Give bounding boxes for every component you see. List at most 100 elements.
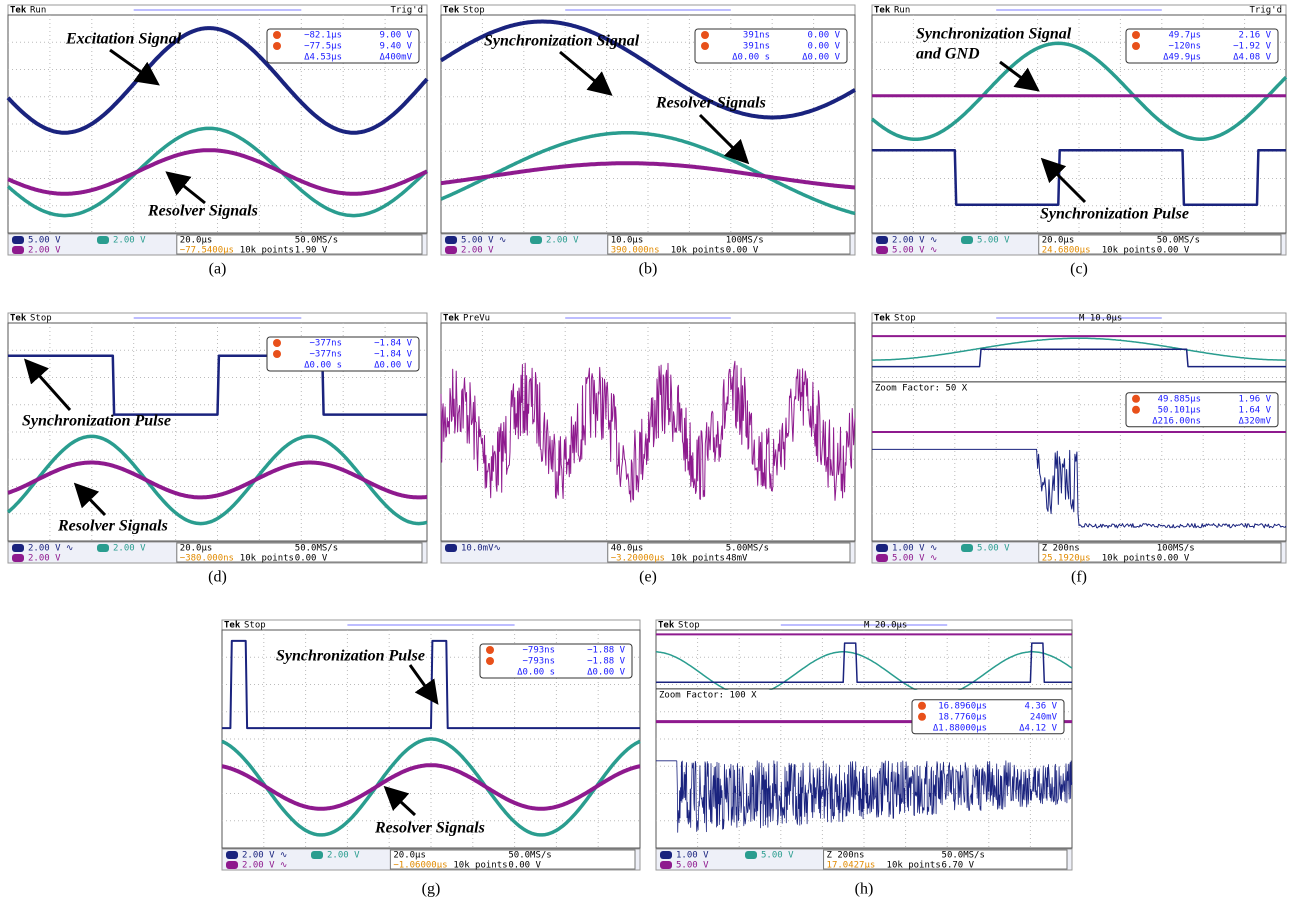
trigger-state: Trig'd bbox=[1249, 6, 1282, 16]
readout-value: Δ320mV bbox=[1238, 416, 1271, 426]
channel-badge bbox=[876, 554, 888, 562]
time-setting: 390.000ns bbox=[611, 246, 660, 256]
main-timebase: M 20.0μs bbox=[864, 621, 907, 631]
readout-value: −377ns bbox=[309, 339, 342, 349]
scope-panel: TekStop−377ns−1.84 V−377ns−1.84 VΔ0.00 s… bbox=[8, 313, 427, 586]
channel-scale: 2.00 V ∿ bbox=[242, 851, 287, 861]
time-setting: 0.00 V bbox=[1157, 554, 1190, 564]
readout-value: 49.7μs bbox=[1168, 31, 1201, 41]
readout-value: 4.36 V bbox=[1024, 701, 1057, 711]
readout-value: Δ0.00 V bbox=[587, 668, 626, 678]
readout-value: Δ4.12 V bbox=[1019, 723, 1058, 733]
caption: (h) bbox=[855, 881, 874, 898]
channel-scale: 2.00 V ∿ bbox=[892, 236, 937, 246]
channel-scale: 10.0mV∿ bbox=[461, 544, 501, 554]
time-setting: 24.6800μs bbox=[1042, 246, 1091, 256]
readout-value: 2.16 V bbox=[1238, 31, 1271, 41]
scope-panel: TekStopM 20.0μsZoom Factor: 100 X16.8960… bbox=[656, 620, 1072, 898]
time-setting: −1.06000μs bbox=[393, 861, 447, 871]
channel-badge bbox=[961, 236, 973, 244]
readout-value: 391ns bbox=[743, 42, 770, 52]
channel-badge bbox=[445, 246, 457, 254]
annotation: and GND bbox=[916, 46, 980, 63]
channel-scale: 5.00 V ∿ bbox=[892, 554, 937, 564]
time-setting: 50.0MS/s bbox=[295, 544, 338, 554]
caption: (b) bbox=[639, 261, 658, 278]
time-setting: 10k points bbox=[671, 554, 725, 564]
readout-value: 1.96 V bbox=[1238, 394, 1271, 404]
readout-value: −82.1μs bbox=[304, 31, 342, 41]
time-setting: 10k points bbox=[887, 861, 941, 871]
channel-badge bbox=[660, 851, 672, 859]
annotation: Synchronization Signal bbox=[484, 33, 640, 50]
readout-value: 391ns bbox=[743, 31, 770, 41]
time-setting: 100MS/s bbox=[1157, 544, 1195, 554]
readout-value: 16.8960μs bbox=[938, 701, 987, 711]
readout-value: 50.101μs bbox=[1158, 405, 1201, 415]
readout-value: Δ216.00ns bbox=[1152, 416, 1201, 426]
readout-value: Δ0.00 s bbox=[517, 668, 555, 678]
channel-scale: 1.00 V bbox=[676, 851, 709, 861]
time-setting: 20.0μs bbox=[1042, 236, 1075, 246]
cursor-icon bbox=[1132, 42, 1140, 50]
brand: Tek bbox=[874, 6, 891, 16]
time-setting: 10k points bbox=[453, 861, 507, 871]
status: PreVu bbox=[463, 314, 490, 324]
readout-value: −1.88 V bbox=[587, 646, 626, 656]
channel-badge bbox=[12, 544, 24, 552]
readout-value: 9.00 V bbox=[379, 31, 412, 41]
channel-badge bbox=[226, 851, 238, 859]
brand: Tek bbox=[658, 621, 675, 631]
time-setting: 10k points bbox=[1102, 246, 1156, 256]
readout-value: Δ49.9μs bbox=[1163, 53, 1201, 63]
channel-badge bbox=[745, 851, 757, 859]
readout-value: 9.40 V bbox=[379, 42, 412, 52]
time-setting: 10k points bbox=[240, 554, 294, 564]
readout-value: Δ4.08 V bbox=[1233, 53, 1272, 63]
time-setting: 20.0μs bbox=[180, 236, 213, 246]
channel-badge bbox=[445, 544, 457, 552]
time-setting: 5.00MS/s bbox=[726, 544, 769, 554]
caption: (e) bbox=[639, 569, 657, 586]
channel-scale: 2.00 V bbox=[327, 851, 360, 861]
readout-value: 1.64 V bbox=[1238, 405, 1271, 415]
annotation: Synchronization Pulse bbox=[1040, 206, 1189, 223]
time-setting: 20.0μs bbox=[180, 544, 213, 554]
cursor-icon bbox=[918, 702, 926, 710]
time-setting: 0.00 V bbox=[508, 861, 541, 871]
trigger-state: Trig'd bbox=[390, 6, 423, 16]
time-setting: Z 200ns bbox=[1042, 544, 1080, 554]
status: Stop bbox=[678, 621, 700, 631]
channel-scale: 5.00 V bbox=[761, 851, 794, 861]
caption: (c) bbox=[1070, 261, 1088, 278]
time-setting: −380.000ns bbox=[180, 554, 234, 564]
channel-badge bbox=[876, 544, 888, 552]
channel-badge bbox=[12, 236, 24, 244]
time-setting: 17.0427μs bbox=[827, 861, 876, 871]
brand: Tek bbox=[874, 314, 891, 324]
readout-value: Δ0.00 s bbox=[304, 361, 342, 371]
cursor-icon bbox=[918, 713, 926, 721]
readout-value: 49.885μs bbox=[1158, 394, 1201, 404]
channel-scale: 5.00 V bbox=[28, 236, 61, 246]
time-setting: 10k points bbox=[1102, 554, 1156, 564]
status: Stop bbox=[463, 6, 485, 16]
readout-value: Δ0.00 s bbox=[732, 53, 770, 63]
cursor-icon bbox=[273, 339, 281, 347]
time-setting: 0.00 V bbox=[1157, 246, 1190, 256]
scope-panel: TekPreVu10.0mV∿40.0μs5.00MS/s−3.20000μs1… bbox=[441, 313, 855, 586]
brand: Tek bbox=[224, 621, 241, 631]
readout-value: Δ1.88000μs bbox=[933, 723, 987, 733]
cursor-icon bbox=[1132, 395, 1140, 403]
readout-value: −1.92 V bbox=[1233, 42, 1272, 52]
annotation: Excitation Signal bbox=[65, 31, 182, 48]
readout-value: Δ0.00 V bbox=[374, 361, 413, 371]
status: Stop bbox=[30, 314, 52, 324]
readout-value: −793ns bbox=[522, 657, 555, 667]
scope-panel: TekRunTrig'd49.7μs2.16 V−120ns−1.92 VΔ49… bbox=[872, 5, 1286, 278]
channel-scale: 2.00 V ∿ bbox=[242, 861, 287, 871]
time-setting: Z 200ns bbox=[827, 851, 865, 861]
channel-badge bbox=[97, 236, 109, 244]
readout-value: −1.84 V bbox=[374, 350, 413, 360]
